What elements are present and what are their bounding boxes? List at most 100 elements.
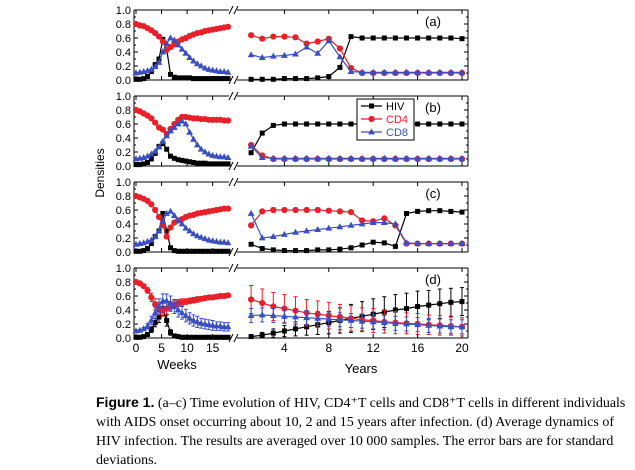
data-point-cd8: [163, 297, 171, 304]
data-point-hiv: [225, 161, 231, 167]
axis-break-mask: [229, 93, 237, 99]
data-point-hiv: [221, 248, 227, 254]
data-point-cd4: [155, 33, 163, 40]
data-point-cd8: [190, 316, 197, 323]
data-point-hiv: [315, 247, 321, 253]
data-point-cd8: [247, 312, 255, 318]
data-point-cd4: [259, 208, 266, 215]
data-point-cd8: [303, 227, 310, 234]
data-point-hiv: [187, 334, 193, 340]
data-point-cd8: [174, 306, 182, 313]
data-point-hiv: [369, 103, 374, 109]
y-tick-label: 0.2: [116, 61, 131, 73]
data-point-hiv: [214, 248, 219, 254]
data-point-hiv: [202, 334, 208, 340]
data-point-cd8: [403, 68, 410, 75]
data-point-cd8: [325, 154, 333, 161]
y-tick-label: 0.6: [116, 205, 131, 217]
data-point-cd8: [174, 41, 182, 48]
data-point-cd8: [151, 233, 159, 239]
data-point-hiv: [187, 159, 193, 165]
data-point-cd8: [303, 154, 310, 161]
data-point-cd8: [159, 217, 167, 224]
data-point-hiv: [281, 328, 287, 334]
axis-break-mask: [229, 163, 237, 169]
data-point-cd8: [336, 154, 344, 161]
data-point-hiv: [337, 64, 343, 70]
x-tick-label-years: 8: [325, 341, 332, 355]
data-point-cd8: [347, 68, 355, 74]
data-point-hiv: [326, 121, 332, 127]
data-point-hiv: [175, 75, 181, 81]
data-point-hiv: [437, 35, 443, 41]
axis-break-mark: [233, 75, 239, 85]
data-point-hiv: [359, 242, 365, 248]
data-point-cd8: [281, 51, 288, 58]
data-point-hiv: [171, 74, 177, 80]
data-point-hiv: [171, 155, 177, 161]
data-point-cd8: [193, 60, 201, 67]
data-point-cd8: [247, 51, 255, 58]
y-tick-label: 0.0: [116, 247, 131, 259]
x-tick-label-years: 20: [455, 341, 469, 355]
y-tick-label: 0.6: [116, 291, 131, 303]
axis-break-mark: [228, 5, 234, 15]
data-point-hiv: [210, 248, 216, 254]
data-point-hiv: [202, 76, 208, 82]
data-point-hiv: [183, 158, 189, 164]
data-point-hiv: [281, 248, 287, 254]
data-point-cd4: [148, 294, 155, 301]
data-point-cd8: [380, 68, 388, 75]
data-point-hiv: [281, 121, 287, 127]
x-axis-label-weeks: Weeks: [157, 357, 197, 372]
data-point-cd8: [186, 128, 194, 135]
data-point-hiv: [459, 121, 465, 127]
data-point-cd8: [190, 135, 197, 142]
data-point-hiv: [437, 121, 443, 127]
data-point-cd8: [144, 152, 151, 159]
y-tick-label: 0.4: [116, 47, 131, 59]
data-point-cd8: [425, 154, 433, 161]
data-point-cd8: [314, 314, 322, 321]
data-point-hiv: [459, 299, 465, 305]
y-axis-label: Densities: [93, 148, 107, 197]
data-point-cd8: [325, 315, 333, 322]
data-point-cd8: [436, 154, 444, 161]
data-point-hiv: [392, 35, 398, 41]
data-point-hiv: [187, 248, 193, 254]
data-point-hiv: [315, 75, 321, 81]
axis-break-mark: [228, 161, 234, 171]
data-point-cd8: [201, 148, 209, 155]
series-hiv: [133, 208, 465, 254]
data-point-cd4: [159, 38, 166, 45]
data-point-cd8: [325, 224, 333, 231]
data-point-cd8: [303, 43, 310, 50]
caption-label: Figure 1.: [96, 394, 155, 410]
data-point-cd8: [247, 142, 255, 149]
data-point-cd4: [163, 233, 170, 240]
data-point-hiv: [210, 76, 216, 82]
data-point-cd8: [178, 220, 186, 227]
y-tick-label: 0.0: [116, 333, 131, 345]
y-tick-label: 0.8: [116, 19, 131, 31]
data-point-hiv: [175, 157, 181, 163]
axis-break-mark: [228, 247, 234, 257]
data-point-hiv: [217, 334, 223, 340]
data-point-hiv: [164, 228, 170, 234]
axis-break-mark: [233, 91, 239, 101]
data-point-cd8: [358, 154, 366, 161]
data-point-hiv: [141, 161, 147, 167]
data-point-hiv: [198, 334, 204, 340]
data-point-cd8: [347, 154, 355, 161]
axis-break-mark: [233, 263, 239, 273]
data-point-hiv: [415, 35, 421, 41]
y-tick-label: 0.6: [116, 33, 131, 45]
data-point-hiv: [348, 245, 354, 251]
data-point-cd8: [380, 319, 388, 325]
data-point-cd4: [152, 119, 159, 126]
data-point-hiv: [179, 334, 185, 340]
data-point-cd4: [281, 33, 288, 40]
data-point-hiv: [137, 334, 143, 340]
y-tick-label: 0.4: [116, 219, 131, 231]
data-point-cd4: [336, 208, 343, 215]
